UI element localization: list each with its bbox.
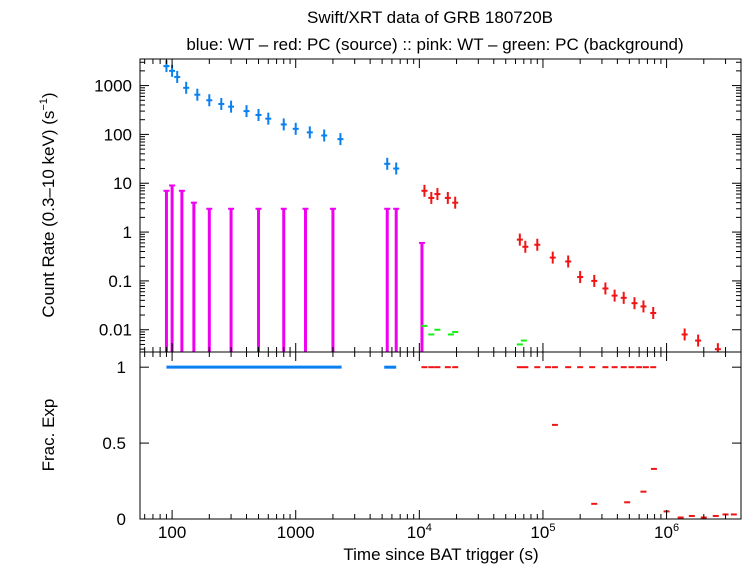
count-rate-y-axis-label-text: Count Rate (0.3–10 keV) (s — [39, 111, 58, 318]
axis-tick-labels: 1000 100 10 1 0.1 0.01 1 0.5 0 100 1000 104 105 106 — [94, 77, 679, 542]
xtick-label-exponent-2: 4 — [426, 522, 432, 534]
axis-ticks — [140, 59, 741, 520]
frac-exp-data — [166, 365, 737, 519]
frac-exp-y-axis-label: Frac. Exp — [39, 399, 58, 472]
top-ytick-label-0: 1000 — [94, 77, 132, 96]
xtick-label-3: 105 — [530, 522, 555, 542]
frac-exp-plot-frame — [139, 351, 742, 520]
xtick-label-4: 106 — [654, 522, 679, 542]
top-ytick-label-1: 100 — [104, 125, 132, 144]
count-rate-y-axis-label-end: ) — [39, 92, 58, 98]
bot-ytick-label-0: 1 — [117, 358, 126, 377]
chart-title: Swift/XRT data of GRB 180720B — [307, 8, 553, 27]
top-ytick-label-2: 10 — [113, 174, 132, 193]
top-ytick-label-4: 0.1 — [108, 272, 132, 291]
count-rate-data — [163, 60, 721, 352]
count-rate-y-axis-label-sup: −1 — [38, 98, 50, 111]
xtick-label-exponent-4: 6 — [673, 522, 679, 534]
count-rate-y-axis-label: Count Rate (0.3–10 keV) (s−1) — [38, 92, 58, 317]
top-ytick-label-3: 1 — [123, 223, 132, 242]
x-axis-label: Time since BAT trigger (s) — [343, 545, 538, 564]
top-ytick-label-5: 0.01 — [99, 321, 132, 340]
chart-subtitle: blue: WT – red: PC (source) :: pink: WT … — [186, 35, 683, 54]
xtick-label-2: 104 — [407, 522, 432, 542]
bot-ytick-label-2: 0 — [117, 510, 126, 529]
xtick-label-1: 1000 — [277, 523, 315, 542]
xtick-label-exponent-3: 5 — [549, 522, 555, 534]
xtick-label-0: 100 — [158, 523, 186, 542]
bot-ytick-label-1: 0.5 — [102, 434, 126, 453]
